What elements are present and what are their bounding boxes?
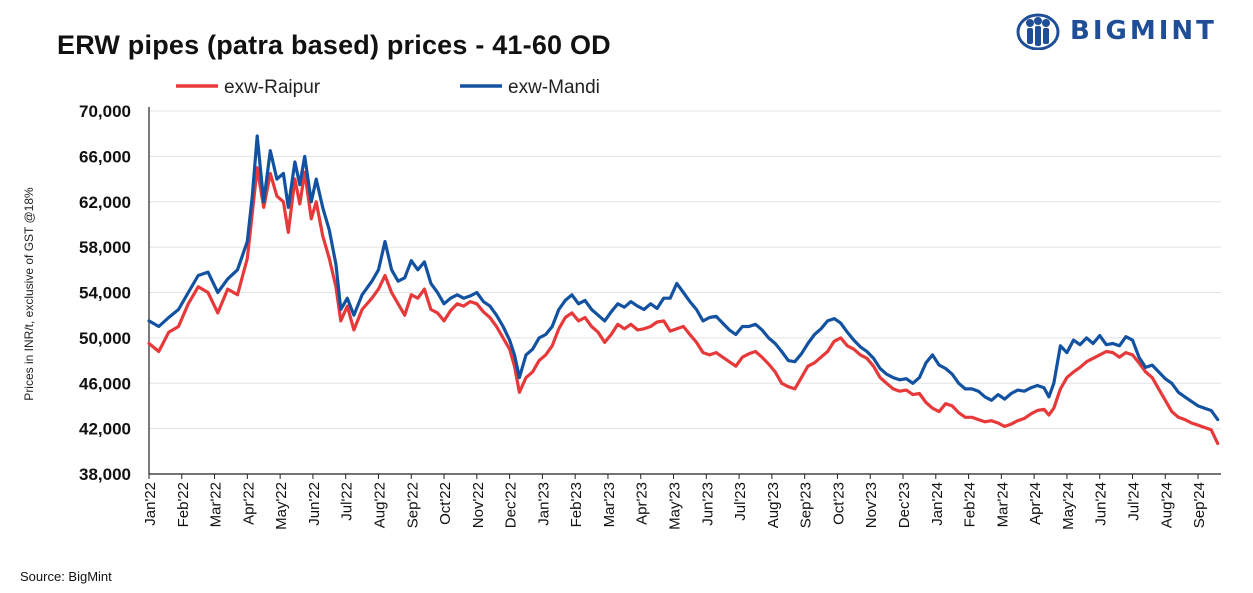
x-tick-label: May'24 (1060, 482, 1077, 530)
legend: exw-Raipur exw-Mandi (176, 77, 600, 98)
source-note: Source: BigMint (20, 569, 112, 584)
x-tick-label: Nov'22 (470, 482, 487, 528)
series-line-exw-mandi (147, 134, 1220, 422)
x-tick-label: Jun'24 (1093, 482, 1110, 526)
y-tick-label: 58,000 (79, 238, 131, 257)
x-tick-label: Apr'23 (634, 482, 651, 525)
x-tick-labels: Jan'22 Feb'22 Mar'22 Apr'22 May'22 Jun'22 Jul'… (142, 482, 1208, 530)
y-axis-label: Prices in INR/t, exclusive of GST @18% (22, 187, 36, 401)
legend-item-exw-mandi: exw-Mandi (460, 77, 600, 98)
series-lines (147, 134, 1220, 445)
axes (148, 107, 1221, 479)
x-tick-label: Jul'24 (1125, 482, 1142, 521)
x-tick-label: Sep'24 (1191, 482, 1208, 528)
legend-label: exw-Mandi (508, 77, 600, 98)
x-tick-label: May'23 (667, 482, 684, 530)
y-tick-label: 42,000 (79, 420, 131, 439)
x-tick-label: Jul'22 (339, 482, 356, 521)
y-tick-label: 54,000 (79, 284, 131, 303)
x-tick-label: Mar'23 (601, 482, 618, 527)
x-tick-label: Jan'24 (929, 482, 946, 526)
y-tick-label: 46,000 (79, 374, 131, 393)
y-tick-label: 38,000 (79, 465, 131, 484)
legend-label: exw-Raipur (224, 77, 321, 98)
chart-title: ERW pipes (patra based) prices - 41-60 O… (57, 30, 611, 60)
x-tick-label: Jun'22 (306, 482, 323, 526)
bigmint-logo-text: BIGMINT (1070, 16, 1217, 46)
x-tick-label: Jan'23 (535, 482, 552, 526)
y-tick-label: 66,000 (79, 147, 131, 166)
x-tick-label: Sep'22 (404, 482, 421, 528)
x-tick-label: Oct'22 (437, 482, 454, 525)
x-tick-label: Mar'24 (994, 482, 1011, 527)
x-tick-label: Jun'23 (699, 482, 716, 526)
y-tick-label: 70,000 (79, 102, 131, 121)
x-tick-label: Apr'24 (1027, 482, 1044, 525)
x-tick-label: Aug'22 (371, 482, 388, 528)
grid-lines (149, 110, 1221, 430)
bigmint-logo: BIGMINT (1016, 12, 1217, 50)
y-tick-labels: 38,000 42,000 46,000 50,000 54,000 58,000 62,0… (79, 102, 131, 484)
legend-item-exw-raipur: exw-Raipur (176, 77, 321, 98)
x-tick-label: Sep'23 (798, 482, 815, 528)
x-tick-label: Feb'24 (962, 482, 979, 527)
x-tick-label: Jan'22 (142, 482, 159, 526)
x-tick-label: Apr'22 (240, 482, 257, 525)
x-tick-label: Jul'23 (732, 482, 749, 521)
x-tick-label: May'22 (273, 482, 290, 530)
series-line-exw-raipur (147, 166, 1220, 445)
x-tick-label: Oct'23 (830, 482, 847, 525)
y-tick-label: 50,000 (79, 329, 131, 348)
y-tick-label: 62,000 (79, 193, 131, 212)
x-tick-label: Feb'23 (568, 482, 585, 527)
x-tick-label: Aug'23 (765, 482, 782, 528)
x-tick-label: Aug'24 (1158, 482, 1175, 528)
x-tick-label: Feb'22 (175, 482, 192, 527)
x-tick-label: Dec'23 (896, 482, 913, 528)
x-tick-label: Mar'22 (208, 482, 225, 527)
x-tick-label: Nov'23 (863, 482, 880, 528)
x-tick-label: Dec'22 (503, 482, 520, 528)
bigmint-people-logo-icon (1016, 13, 1060, 50)
